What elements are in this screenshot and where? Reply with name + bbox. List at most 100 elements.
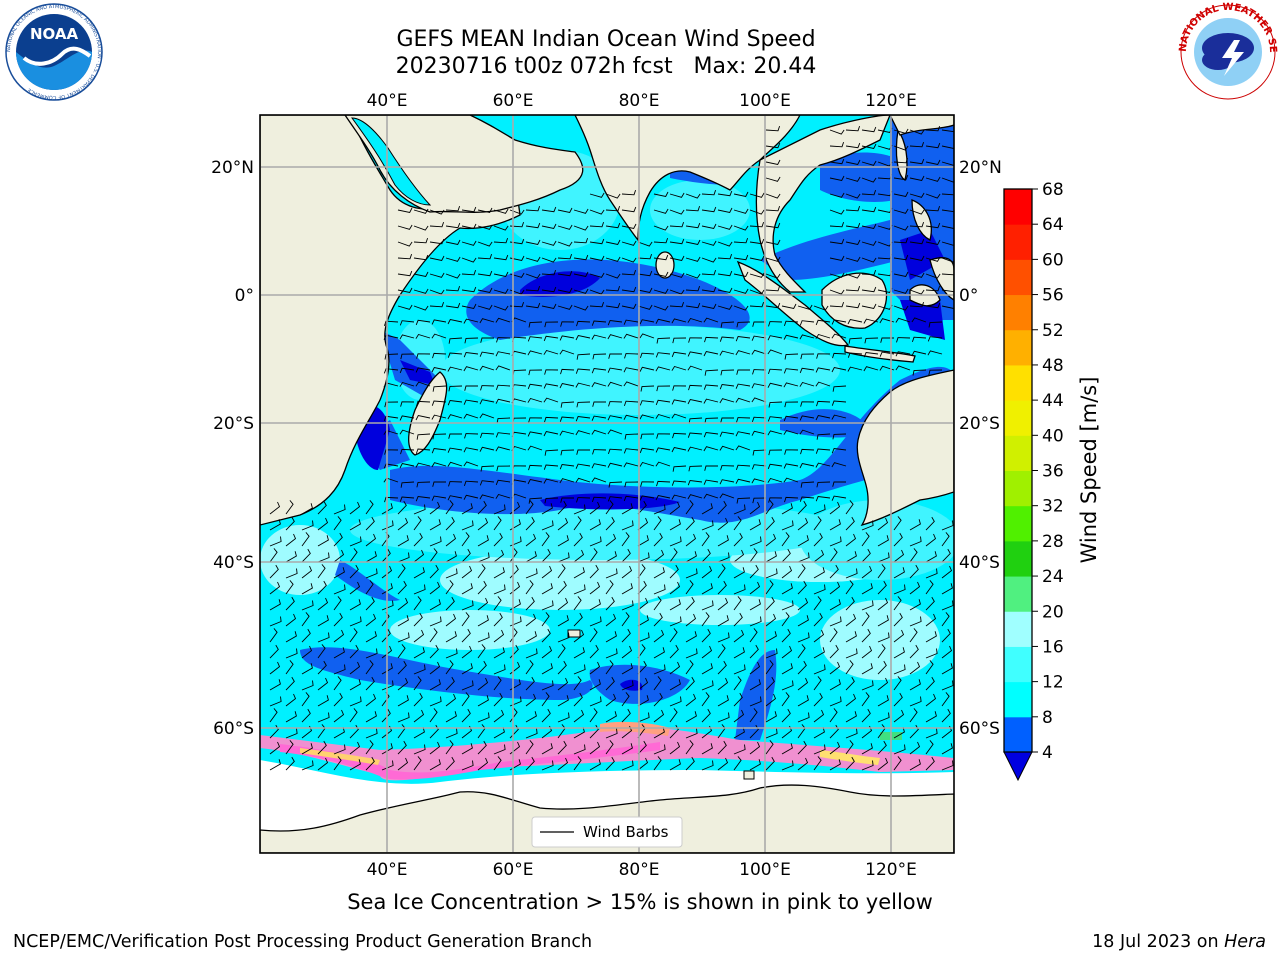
wind-barb <box>541 680 554 691</box>
wind-barb <box>653 532 663 547</box>
wind-barb <box>477 253 493 260</box>
wind-barb <box>285 740 294 755</box>
wind-barb <box>349 696 362 707</box>
wind-barb <box>845 728 858 739</box>
wind-barb <box>752 497 767 504</box>
wind-barb <box>479 318 495 324</box>
wind-barb <box>543 349 559 355</box>
wind-barb <box>749 289 765 295</box>
wind-barb <box>589 628 598 643</box>
wind-barb <box>525 580 534 595</box>
wind-barb <box>688 337 703 343</box>
wind-barb <box>733 629 745 643</box>
lat-label-right-60s: 60°S <box>959 719 1000 739</box>
wind-barb <box>783 334 799 340</box>
wind-barb <box>605 631 617 643</box>
wind-barb <box>592 449 607 455</box>
india-land <box>574 115 801 242</box>
wind-barb <box>285 631 297 643</box>
wind-barb <box>557 695 569 707</box>
wind-barb <box>687 480 703 486</box>
legend-label: Wind Barbs <box>583 823 669 841</box>
wind-barb <box>365 740 374 755</box>
wind-barb <box>621 663 633 675</box>
wind-barb <box>429 548 438 563</box>
wind-barb <box>557 287 573 294</box>
wind-barb <box>573 225 589 231</box>
wind-barb <box>383 415 399 422</box>
wind-barb <box>909 679 921 691</box>
wind-barb <box>909 192 925 198</box>
wind-barb <box>445 285 461 292</box>
colorbar-cell <box>1004 716 1032 753</box>
wind-barb <box>381 743 393 755</box>
wind-barb <box>847 366 863 372</box>
wind-barb <box>285 648 298 659</box>
wind-barb <box>749 599 761 611</box>
wind-barb <box>381 645 393 659</box>
wind-barb <box>461 257 477 263</box>
wind-barb <box>925 568 938 579</box>
wind-barb <box>655 494 671 501</box>
wind-barb <box>656 337 671 344</box>
wind-barb <box>861 663 873 675</box>
wind-barb <box>479 494 495 500</box>
wind-barb <box>781 612 790 627</box>
wind-barb <box>397 304 413 310</box>
wind-barb <box>365 533 377 547</box>
wind-barb <box>845 516 855 531</box>
colorbar-tick-label: 60 <box>1042 250 1064 270</box>
wind-barb <box>925 159 941 166</box>
wind-barb <box>719 431 735 437</box>
wind-barb <box>815 381 831 387</box>
wind-barb <box>317 580 327 595</box>
wind-barb <box>685 596 695 611</box>
wind-barb <box>751 416 767 423</box>
wind-barb <box>415 448 431 454</box>
wind-barb <box>461 565 473 579</box>
wind-barb <box>463 318 479 324</box>
wind-barb <box>589 519 601 531</box>
wind-barb <box>621 503 633 515</box>
wind-barb <box>317 517 329 531</box>
wind-barb <box>365 728 378 739</box>
wind-barb <box>717 677 729 691</box>
wind-barb <box>672 432 687 439</box>
wind-barb <box>573 288 589 294</box>
wind-barb <box>893 288 909 294</box>
wind-barb <box>925 533 937 547</box>
wind-barb <box>285 516 295 531</box>
wind-barb <box>413 709 425 723</box>
wind-barb <box>445 222 461 229</box>
colorbar-cell <box>1004 681 1032 718</box>
wind-barb <box>768 497 783 503</box>
footer-date-text: 18 Jul 2023 on <box>1092 932 1225 952</box>
wind-barb <box>544 497 559 504</box>
wind-barb <box>269 519 281 531</box>
wind-barb <box>269 599 281 611</box>
wind-barb <box>413 647 425 659</box>
wind-barb <box>717 241 733 247</box>
wind-barb <box>751 383 767 389</box>
wind-barb <box>541 223 557 230</box>
wind-barb <box>909 661 921 675</box>
wind-barb <box>589 221 605 228</box>
wind-barb <box>765 125 781 132</box>
wind-barb <box>525 660 534 675</box>
nws-logo: NATIONAL WEATHER SERVICE <box>1178 2 1278 100</box>
wind-barb <box>736 497 751 504</box>
colorbar-cell <box>1004 576 1032 612</box>
colorbar-tick-label: 20 <box>1042 602 1064 622</box>
wind-barb <box>701 760 714 771</box>
wind-barb <box>685 285 701 292</box>
wind-barb <box>413 692 423 707</box>
wind-barb <box>621 565 633 579</box>
wind-barb <box>861 612 870 627</box>
wind-barb <box>653 504 666 515</box>
wind-barb <box>415 367 431 373</box>
wind-barb <box>637 695 649 707</box>
wind-barb <box>829 599 841 611</box>
wind-barb <box>544 321 559 328</box>
wind-barb <box>400 353 415 360</box>
wind-barb <box>637 253 653 260</box>
